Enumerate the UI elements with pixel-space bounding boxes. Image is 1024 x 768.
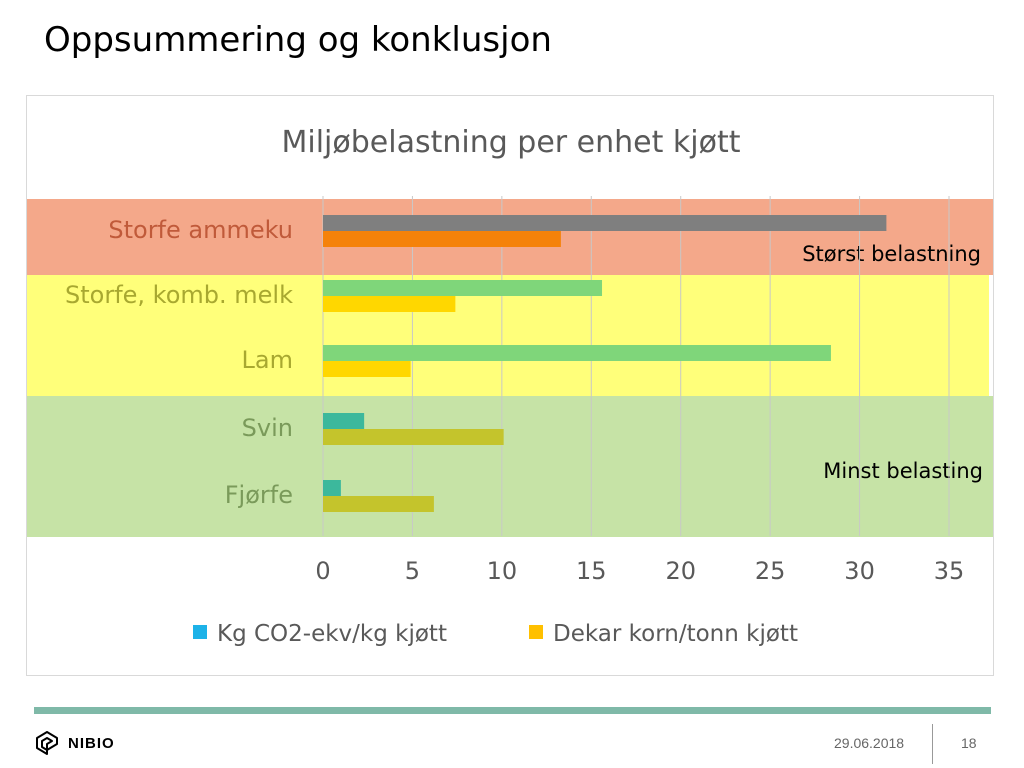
legend-swatch bbox=[193, 625, 207, 639]
legend-label: Kg CO2-ekv/kg kjøtt bbox=[217, 621, 447, 647]
logo-text: NIBIO bbox=[68, 734, 115, 752]
category-label: Fjørfe bbox=[225, 481, 293, 509]
chart-title: Miljøbelastning per enhet kjøtt bbox=[282, 125, 741, 160]
bar bbox=[323, 296, 456, 312]
x-tick-label: 15 bbox=[576, 557, 607, 585]
nibio-logo: NIBIO bbox=[34, 730, 115, 756]
bar bbox=[323, 215, 887, 231]
footer-divider bbox=[34, 707, 991, 714]
x-tick-label: 25 bbox=[755, 557, 786, 585]
bar-chart: Størst belastning Minst belasting Storfe … bbox=[27, 125, 993, 647]
bar bbox=[323, 361, 411, 377]
bar bbox=[323, 231, 561, 247]
zone-label: Minst belasting bbox=[823, 459, 983, 483]
bar bbox=[323, 413, 365, 429]
x-tick-label: 10 bbox=[487, 557, 518, 585]
legend-label: Dekar korn/tonn kjøtt bbox=[553, 621, 798, 647]
x-tick-label: 20 bbox=[665, 557, 696, 585]
gridlines bbox=[322, 196, 950, 536]
zones-layer: Størst belastning Minst belasting bbox=[27, 199, 993, 537]
bar bbox=[323, 280, 603, 296]
zone-band bbox=[27, 396, 993, 537]
bar bbox=[323, 429, 504, 445]
slide-title: Oppsummering og konklusjon bbox=[44, 20, 552, 60]
nibio-logo-icon bbox=[36, 731, 58, 755]
bars-layer bbox=[323, 215, 887, 512]
bar bbox=[323, 345, 831, 361]
category-label: Storfe, komb. melk bbox=[65, 281, 293, 309]
bar bbox=[323, 496, 434, 512]
footer-separator bbox=[932, 724, 933, 764]
zone-label: Størst belastning bbox=[802, 242, 981, 266]
footer-date: 29.06.2018 bbox=[834, 735, 905, 751]
x-tick-label: 30 bbox=[844, 557, 875, 585]
labels-layer: Storfe ammeku Storfe, komb. melk Lam Svin Fj… bbox=[65, 216, 964, 585]
page-number: 18 bbox=[961, 735, 977, 751]
legend: Kg CO2-ekv/kg kjøtt Dekar korn/tonn kjøtt bbox=[193, 621, 798, 647]
legend-swatch bbox=[529, 625, 543, 639]
bar bbox=[323, 480, 341, 496]
x-tick-label: 35 bbox=[934, 557, 965, 585]
category-label: Lam bbox=[242, 346, 293, 374]
x-tick-label: 5 bbox=[405, 557, 420, 585]
category-label: Storfe ammeku bbox=[108, 216, 293, 244]
chart-container: Størst belastning Minst belasting Storfe … bbox=[26, 95, 994, 676]
x-tick-label: 0 bbox=[315, 557, 330, 585]
category-label: Svin bbox=[242, 414, 293, 442]
